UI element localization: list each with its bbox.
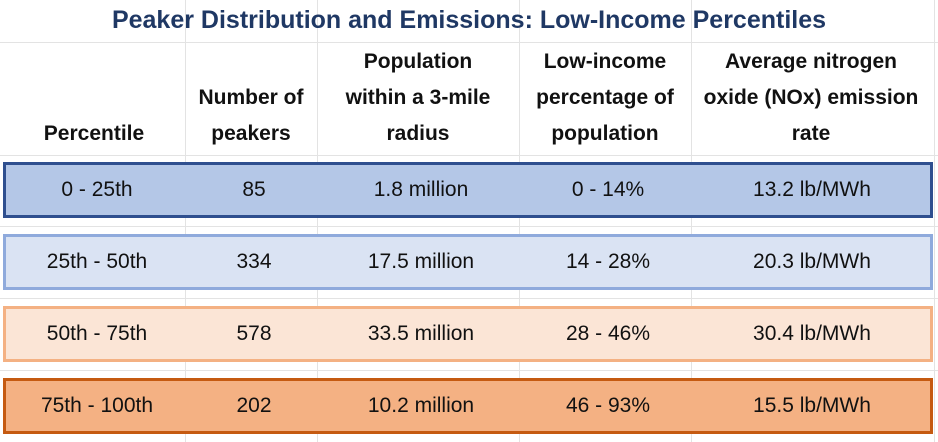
column-header-population: Population within a 3-mile radius: [345, 50, 491, 145]
cell-percentile: 50th - 75th: [46, 322, 148, 345]
cell-low-income: 0 - 14%: [571, 178, 645, 201]
table-header: Percentile Number of peakers Population …: [0, 44, 938, 152]
cell-population: 1.8 million: [373, 178, 469, 201]
table-row: 75th - 100th 202 10.2 million 46 - 93% 1…: [3, 378, 933, 434]
table-title: Peaker Distribution and Emissions: Low-I…: [111, 6, 827, 34]
cell-nox-rate: 13.2 lb/MWh: [753, 178, 871, 201]
cell-nox-rate: 15.5 lb/MWh: [753, 394, 871, 417]
cell-peakers: 334: [236, 250, 272, 273]
column-header-low-income: Low-income percentage of population: [536, 50, 674, 145]
cell-low-income: 46 - 93%: [565, 394, 651, 417]
gridline: [0, 370, 938, 371]
gridline: [0, 155, 938, 156]
cell-percentile: 25th - 50th: [46, 250, 148, 273]
column-header-percentile: Percentile: [43, 122, 145, 145]
column-header-nox-rate: Average nitrogen oxide (NOx) emission ra…: [703, 50, 919, 145]
cell-nox-rate: 20.3 lb/MWh: [753, 250, 871, 273]
cell-peakers: 202: [236, 394, 272, 417]
cell-low-income: 14 - 28%: [565, 250, 651, 273]
gridline: [519, 0, 520, 442]
cell-percentile: 75th - 100th: [40, 394, 154, 417]
gridline: [934, 0, 935, 442]
cell-peakers: 85: [242, 178, 266, 201]
gridline: [0, 226, 938, 227]
gridline: [317, 0, 318, 442]
column-header-peakers: Number of peakers: [198, 86, 304, 145]
cell-population: 17.5 million: [367, 250, 475, 273]
table-row: 0 - 25th 85 1.8 million 0 - 14% 13.2 lb/…: [3, 162, 933, 218]
cell-nox-rate: 30.4 lb/MWh: [753, 322, 871, 345]
gridline: [691, 0, 692, 442]
cell-population: 33.5 million: [367, 322, 475, 345]
cell-population: 10.2 million: [367, 394, 475, 417]
gridline: [0, 42, 938, 43]
cell-peakers: 578: [236, 322, 272, 345]
table-row: 25th - 50th 334 17.5 million 14 - 28% 20…: [3, 234, 933, 290]
cell-percentile: 0 - 25th: [61, 178, 133, 201]
gridline: [185, 0, 186, 442]
cell-low-income: 28 - 46%: [565, 322, 651, 345]
table-row: 50th - 75th 578 33.5 million 28 - 46% 30…: [3, 306, 933, 362]
gridline: [0, 298, 938, 299]
